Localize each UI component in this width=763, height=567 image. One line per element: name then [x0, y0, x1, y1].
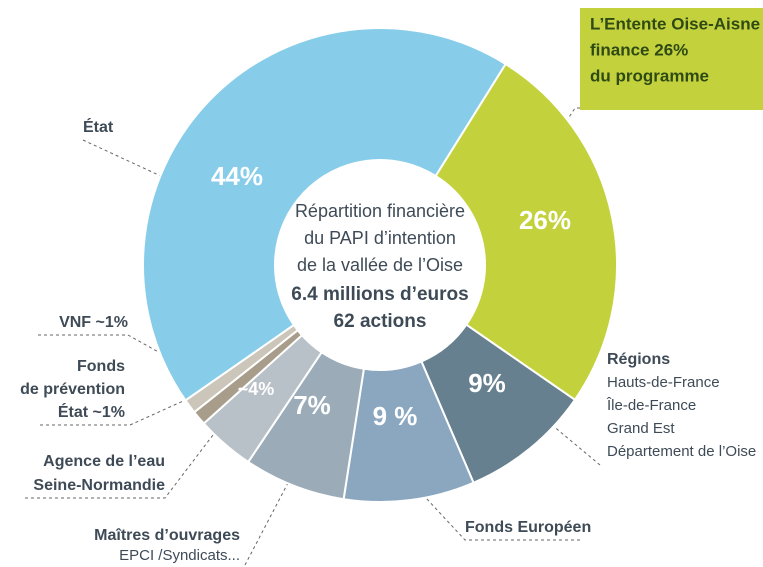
- center-circle: [276, 161, 484, 369]
- category-label: du programme: [590, 66, 709, 85]
- category-detail: Grand Est: [607, 420, 675, 437]
- value-label: 9 %: [373, 401, 418, 431]
- center-text: du PAPI d’intention: [304, 228, 456, 248]
- value-label: 44%: [211, 161, 263, 191]
- category-label: Agence de l’eau: [43, 453, 165, 470]
- category-detail: Hauts-de-France: [607, 374, 720, 391]
- center-text: de la vallée de l’Oise: [297, 255, 463, 275]
- category-detail: EPCI /Syndicats...: [119, 547, 240, 564]
- category-label: Régions: [607, 351, 670, 368]
- value-label: ~4%: [238, 379, 275, 399]
- center-total: 62 actions: [334, 311, 427, 332]
- donut-slice: [142, 27, 507, 402]
- category-detail: Département de l’Oise: [607, 443, 756, 460]
- highlight-box: [580, 8, 763, 110]
- category-label: Seine-Normandie: [33, 477, 165, 494]
- category-label: Fonds Européen: [465, 519, 591, 536]
- leader: [38, 334, 206, 379]
- category-label: de prévention: [20, 381, 125, 398]
- leader: [399, 469, 580, 541]
- value-label: 7%: [293, 390, 331, 420]
- value-label: 9%: [468, 368, 506, 398]
- category-label: Fonds: [77, 358, 125, 375]
- category-label: finance 26%: [590, 40, 688, 59]
- leader: [25, 409, 233, 499]
- category-label: L’Entente Oise-Aisne: [590, 14, 760, 33]
- center-total: 6.4 millions d’euros: [291, 284, 468, 305]
- category-label: Maîtres d’ouvrages: [94, 527, 240, 544]
- donut-slice: [434, 62, 618, 402]
- value-label: 26%: [519, 205, 571, 235]
- category-label: État ~1%: [58, 402, 125, 421]
- center-text: Répartition financière: [295, 201, 465, 221]
- category-detail: Île-de-France: [606, 397, 696, 414]
- category-label: État: [83, 117, 114, 136]
- category-label: VNF ~1%: [59, 314, 128, 331]
- leader: [539, 414, 601, 466]
- leader: [40, 387, 213, 426]
